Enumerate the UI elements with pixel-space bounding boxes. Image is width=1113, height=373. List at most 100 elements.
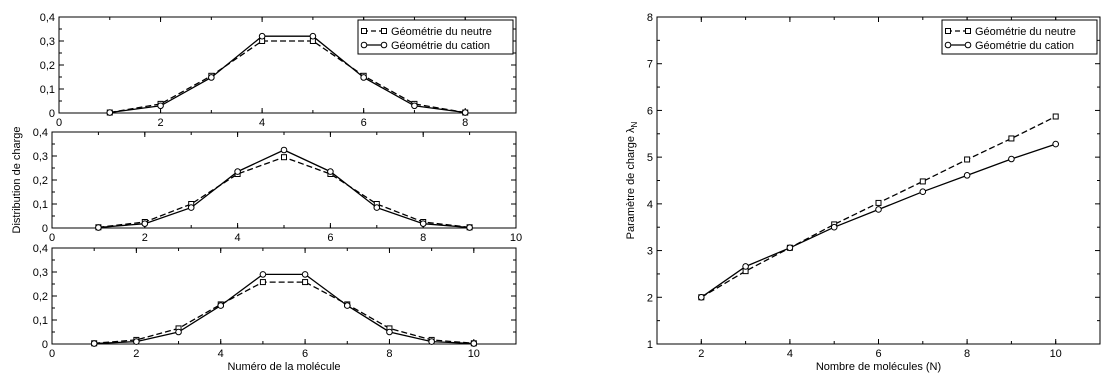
legend-marker xyxy=(944,41,952,49)
x-tick-label: 2 xyxy=(133,348,139,360)
y-tick-label: 0,3 xyxy=(40,36,55,48)
data-point xyxy=(309,32,317,40)
x-tick-label: 6 xyxy=(361,117,367,129)
data-point xyxy=(175,328,182,336)
series-line-1 xyxy=(98,156,470,228)
y-tick-label: 7 xyxy=(647,59,653,71)
data-point xyxy=(466,224,473,231)
data-point xyxy=(208,74,215,81)
y-tick-label: 0,1 xyxy=(33,199,48,211)
y-tick-label: 0 xyxy=(42,223,48,235)
x-tick-label: 8 xyxy=(462,117,468,129)
x-tick-label: 2 xyxy=(157,117,163,129)
y-tick-label: 1 xyxy=(647,339,653,351)
y-tick-label: 5 xyxy=(647,152,653,164)
y-tick-label: 0,1 xyxy=(33,315,48,327)
x-tick-label: 6 xyxy=(327,232,333,244)
x-tick-label: 10 xyxy=(468,348,480,360)
data-point xyxy=(411,102,418,110)
y-tick-label: 0,4 xyxy=(40,12,55,24)
y-tick-label: 0,3 xyxy=(33,151,48,163)
legend-marker xyxy=(380,41,388,49)
data-point xyxy=(301,271,309,278)
data-point xyxy=(157,102,164,110)
data-point xyxy=(95,224,102,231)
data-point xyxy=(964,156,971,163)
data-point xyxy=(419,220,427,227)
data-point xyxy=(830,223,838,231)
y-tick-label: 4 xyxy=(647,199,653,211)
series-line-2 xyxy=(700,143,1056,298)
chart-2: 0 0,1 0,2 0,3 0,4 0 2 4 6 8 10 xyxy=(33,127,522,244)
y-tick-label: 0,2 xyxy=(33,291,48,303)
plot-frame xyxy=(51,131,517,229)
x-axis-label: Numéro de la molécule xyxy=(227,361,340,373)
data-point xyxy=(343,302,351,309)
chart-3: 0 0,1 0,2 0,3 0,4 0 2 4 6 8 10 Numéro de la molécul… xyxy=(33,243,517,373)
series-line-1 xyxy=(94,281,474,344)
series-line-2 xyxy=(98,149,470,229)
data-point xyxy=(302,279,309,286)
y-axis-label: Paramètre de charge λN xyxy=(625,121,639,239)
y-tick-label: 0,1 xyxy=(40,84,55,96)
legend-label: Géométrie du neutre xyxy=(391,26,492,38)
data-point xyxy=(280,146,288,154)
y-axis-label: Distribution de charge xyxy=(11,126,23,233)
y-axis-label-main: Paramètre de charge λ xyxy=(625,127,637,239)
data-point xyxy=(187,204,195,211)
x-tick-label: 6 xyxy=(302,348,308,360)
x-tick-label: 10 xyxy=(510,232,522,244)
data-point xyxy=(1008,155,1015,163)
y-tick-label: 0,2 xyxy=(40,60,55,72)
x-tick-label: 8 xyxy=(964,348,970,360)
x-axis-label: Nombre de molécules (N) xyxy=(816,361,941,373)
data-point xyxy=(470,340,478,347)
legend-box xyxy=(357,19,514,55)
legend-marker xyxy=(381,28,387,34)
legend-marker xyxy=(361,28,367,34)
legend-marker xyxy=(964,41,972,49)
legend: Géométrie du neutre Géométrie du cation xyxy=(941,19,1098,55)
x-tick-label: 6 xyxy=(875,348,881,360)
x-tick-label: 4 xyxy=(218,348,224,360)
x-tick-label: 0 xyxy=(56,117,62,129)
y-axis-label-main: Distribution de charge xyxy=(11,126,23,233)
data-point xyxy=(327,168,334,175)
y-tick-label: 0,4 xyxy=(33,243,48,255)
data-point xyxy=(1008,135,1015,142)
data-point xyxy=(281,154,287,161)
data-point xyxy=(428,338,435,345)
data-point xyxy=(963,172,971,179)
data-point xyxy=(258,32,266,40)
data-point xyxy=(1052,140,1059,148)
data-point xyxy=(360,74,367,81)
y-tick-label: 2 xyxy=(647,292,653,304)
x-tick-label: 4 xyxy=(259,117,265,129)
legend-marker xyxy=(945,28,951,34)
data-point xyxy=(875,206,882,213)
x-tick-label: 4 xyxy=(235,232,241,244)
data-point xyxy=(217,302,225,309)
data-point xyxy=(742,263,749,270)
data-point xyxy=(786,244,794,252)
x-tick-label: 0 xyxy=(49,348,55,360)
y-tick-label: 0,3 xyxy=(33,267,48,279)
chart-4: 1 2 3 4 5 6 7 8 2 4 6 8 10 Nombre de molécules (N) Par… xyxy=(625,12,1101,373)
x-tick-label: 8 xyxy=(386,348,392,360)
y-tick-label: 0,4 xyxy=(33,127,48,139)
data-point xyxy=(259,279,266,286)
x-tick-label: 0 xyxy=(49,232,55,244)
x-tick-label: 8 xyxy=(420,232,426,244)
x-tick-label: 2 xyxy=(698,348,704,360)
data-point xyxy=(234,168,241,175)
plot-frame xyxy=(51,247,517,345)
legend: Géométrie du neutre Géométrie du cation xyxy=(357,19,514,55)
legend-label: Géométrie du cation xyxy=(391,40,490,52)
data-point xyxy=(373,204,381,211)
legend-label: Géométrie du cation xyxy=(975,40,1074,52)
data-point xyxy=(90,340,98,347)
y-tick-label: 0 xyxy=(49,108,55,120)
data-point xyxy=(133,338,140,345)
